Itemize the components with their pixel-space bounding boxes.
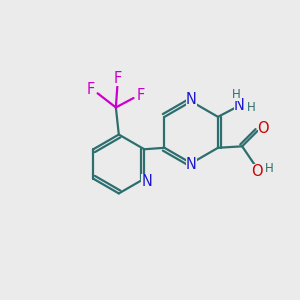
Text: N: N: [234, 98, 244, 113]
Text: O: O: [257, 121, 269, 136]
Text: F: F: [137, 88, 145, 103]
Text: O: O: [251, 164, 263, 179]
Text: H: H: [247, 101, 256, 114]
Text: F: F: [113, 70, 122, 86]
Text: N: N: [141, 174, 152, 189]
Text: H: H: [232, 88, 241, 101]
Text: F: F: [87, 82, 95, 97]
Text: N: N: [186, 92, 197, 107]
Text: N: N: [186, 157, 197, 172]
Text: H: H: [265, 163, 274, 176]
